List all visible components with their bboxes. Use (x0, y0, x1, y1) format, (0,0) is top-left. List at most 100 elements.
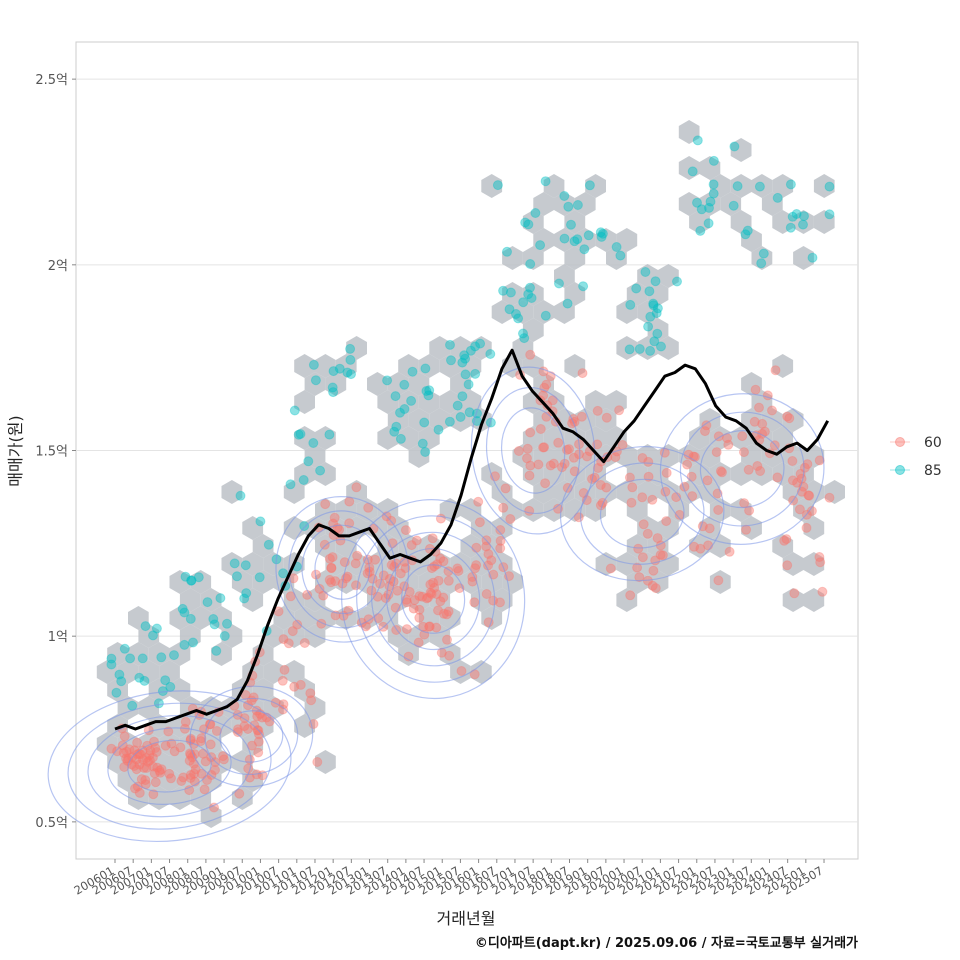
data-point-60 (252, 725, 263, 736)
data-point-85 (742, 225, 753, 236)
hexbin-cell (138, 768, 160, 792)
hexbin-cell (741, 228, 762, 252)
data-point-60 (239, 721, 250, 732)
hexbin-cell (730, 174, 752, 198)
data-point-85 (692, 197, 702, 208)
hexbin-cell (709, 174, 731, 198)
data-point-85 (504, 304, 515, 315)
data-point-85 (650, 276, 661, 287)
data-point-85 (559, 233, 570, 244)
data-point-60 (395, 568, 406, 579)
data-point-85 (327, 382, 338, 393)
data-point-85 (186, 575, 197, 586)
data-point-60 (189, 768, 200, 779)
legend: 60 85 (890, 435, 942, 479)
hexbin-cell (294, 390, 315, 414)
hexbin-cell (637, 516, 658, 540)
hexbin-cell (730, 498, 752, 522)
hexbin-cell (159, 660, 180, 684)
data-point-60 (147, 752, 158, 763)
hexbin-cell (803, 516, 825, 540)
data-point-85 (708, 179, 719, 190)
data-point-60 (469, 597, 480, 608)
data-point-60 (154, 765, 165, 776)
data-point-60 (582, 451, 592, 462)
legend-key-85 (895, 465, 905, 475)
data-point-60 (601, 412, 612, 423)
hexbin-cell (439, 354, 461, 378)
data-point-85 (584, 180, 595, 191)
hexbin-cell (304, 372, 326, 396)
hexbin-cell (709, 570, 731, 594)
data-point-60 (312, 757, 323, 767)
data-point-60 (144, 755, 155, 766)
data-point-85 (649, 336, 660, 347)
data-point-60 (431, 589, 442, 600)
hexbin-cell (502, 282, 523, 306)
data-point-60 (750, 384, 761, 395)
hexbin-cell (522, 426, 544, 450)
data-point-85 (263, 539, 274, 550)
data-point-60 (429, 582, 440, 593)
hexbin-cell (190, 570, 212, 594)
hexbin-cell (159, 732, 180, 756)
data-point-60 (254, 729, 264, 740)
hexbin-cell (96, 732, 118, 756)
data-point-85 (644, 286, 655, 297)
hexbin-cell (138, 624, 160, 648)
data-point-60 (723, 439, 734, 450)
hexbin-cell (221, 480, 243, 504)
data-point-60 (495, 597, 505, 608)
data-point-85 (578, 281, 589, 292)
hexbin-cell (502, 498, 523, 522)
hexbin-cell (772, 462, 794, 486)
data-point-85 (346, 369, 356, 380)
data-point-60 (352, 550, 363, 561)
hexbin-cell (751, 390, 773, 414)
hexbin-cell (169, 678, 191, 702)
data-point-60 (435, 513, 446, 524)
hexbin-cell (190, 606, 212, 630)
y-tick-label: 1억 (48, 630, 68, 645)
hexbin-cell (533, 192, 554, 216)
data-point-60 (148, 761, 158, 772)
data-point-60 (513, 446, 524, 456)
hexbin-cell (793, 210, 814, 234)
data-point-85 (153, 698, 164, 709)
hexbin-cell (772, 534, 794, 558)
data-point-85 (824, 209, 835, 220)
data-point-60 (799, 462, 810, 473)
data-point-60 (132, 781, 143, 792)
hexbin-cell (252, 642, 274, 666)
data-point-60 (411, 535, 422, 546)
hexbin-cell (450, 336, 471, 360)
data-point-60 (435, 596, 446, 607)
density-contour (275, 496, 410, 643)
data-point-60 (752, 461, 763, 471)
hexbin-cell (398, 642, 419, 666)
density-contour (371, 531, 496, 667)
data-point-60 (577, 368, 588, 379)
data-point-85 (106, 659, 117, 670)
data-point-85 (692, 135, 703, 146)
data-point-85 (530, 208, 541, 218)
hexbin-layer (96, 120, 845, 828)
data-point-85 (399, 379, 410, 390)
data-point-60 (471, 542, 482, 553)
data-point-60 (593, 463, 603, 473)
data-point-85 (444, 416, 455, 427)
density-contour (659, 393, 825, 545)
hexbin-cell (242, 516, 264, 540)
hexbin-cell (574, 192, 596, 216)
data-point-60 (428, 577, 439, 588)
data-point-85 (452, 400, 463, 411)
data-point-60 (704, 523, 715, 534)
hexbin-cell (554, 192, 575, 216)
data-point-60 (119, 731, 130, 742)
data-point-85 (289, 405, 300, 416)
data-point-85 (106, 653, 117, 664)
data-point-60 (438, 556, 449, 567)
data-point-85 (772, 192, 783, 203)
hexbin-cell (658, 516, 679, 540)
hexbin-cell (647, 282, 669, 306)
